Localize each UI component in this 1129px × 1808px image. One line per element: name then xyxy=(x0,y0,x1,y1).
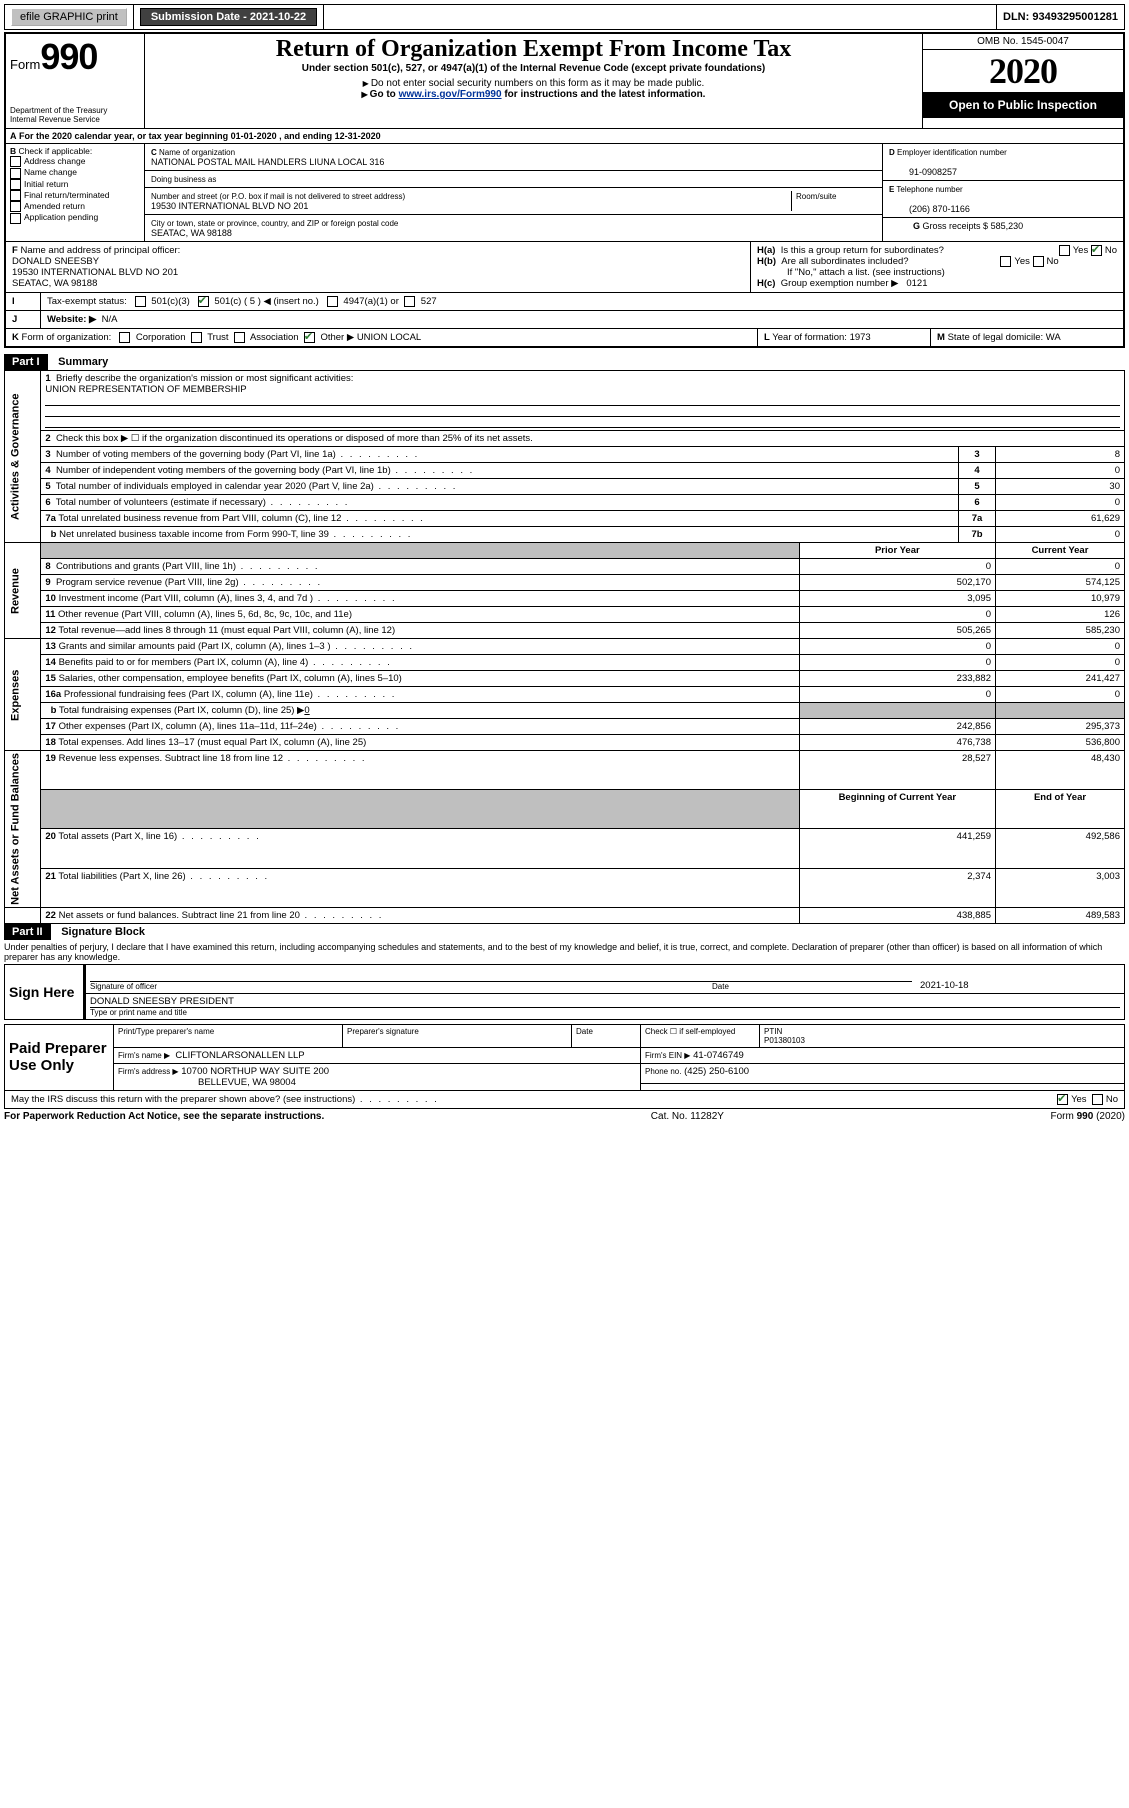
firm-addr2: BELLEVUE, WA 98004 xyxy=(118,1077,296,1088)
application-pending-checkbox[interactable] xyxy=(10,213,21,224)
org-name: NATIONAL POSTAL MAIL HANDLERS LIUNA LOCA… xyxy=(151,157,384,167)
part-ii-title: Signature Block xyxy=(53,926,145,938)
v6: 0 xyxy=(996,495,1125,511)
open-to-public: Open to Public Inspection xyxy=(923,92,1123,118)
instructions-note: Go to www.irs.gov/Form990 for instructio… xyxy=(151,89,916,100)
firm-addr1: 10700 NORTHUP WAY SUITE 200 xyxy=(181,1066,329,1077)
summary-table: Activities & Governance 1 Briefly descri… xyxy=(4,370,1125,924)
mission-text: UNION REPRESENTATION OF MEMBERSHIP xyxy=(45,384,246,395)
part-i-title: Summary xyxy=(50,356,108,368)
dept-treasury: Department of the Treasury xyxy=(10,106,140,115)
submission-date-button[interactable]: Submission Date - 2021-10-22 xyxy=(140,8,317,26)
side-netassets: Net Assets or Fund Balances xyxy=(5,751,41,908)
ha-yes-checkbox[interactable] xyxy=(1059,245,1070,256)
name-change-checkbox[interactable] xyxy=(10,168,21,179)
side-activities: Activities & Governance xyxy=(5,371,41,543)
corp-checkbox[interactable] xyxy=(119,332,130,343)
room-suite-label: Room/suite xyxy=(796,192,836,201)
dept-irs: Internal Revenue Service xyxy=(10,115,140,124)
501c3-checkbox[interactable] xyxy=(135,296,146,307)
pra-notice: For Paperwork Reduction Act Notice, see … xyxy=(4,1111,324,1122)
instructions-link[interactable]: www.irs.gov/Form990 xyxy=(399,89,502,100)
dba-label: Doing business as xyxy=(151,175,216,184)
4947-checkbox[interactable] xyxy=(327,296,338,307)
sig-date: 2021-10-18 xyxy=(916,964,1125,993)
discuss-question: May the IRS discuss this return with the… xyxy=(11,1094,1057,1105)
officer-typed: DONALD SNEESBY PRESIDENT xyxy=(90,996,1120,1007)
v3: 8 xyxy=(996,447,1125,463)
paid-preparer-label: Paid Preparer Use Only xyxy=(5,1024,114,1090)
signature-table: Sign Here Signature of officerDate 2021-… xyxy=(4,964,1125,1020)
form-title: Return of Organization Exempt From Incom… xyxy=(151,36,916,63)
discuss-yes-checkbox[interactable] xyxy=(1057,1094,1068,1105)
hb-note: If "No," attach a list. (see instruction… xyxy=(757,267,1117,278)
sign-here-label: Sign Here xyxy=(5,964,85,1019)
firm-name: CLIFTONLARSONALLEN LLP xyxy=(175,1050,304,1061)
ssn-note: Do not enter social security numbers on … xyxy=(151,78,916,89)
ein-value: 91-0908257 xyxy=(889,167,957,177)
form-footer: Form 990 (2020) xyxy=(1051,1111,1125,1122)
line-a-period: A For the 2020 calendar year, or tax yea… xyxy=(6,128,1123,143)
officer-addr1: 19530 INTERNATIONAL BLVD NO 201 xyxy=(12,267,178,278)
ptin-value: P01380103 xyxy=(764,1036,805,1045)
submission-date-label: Submission Date - xyxy=(151,11,250,23)
officer-name: DONALD SNEESBY xyxy=(12,256,99,267)
tax-year: 2020 xyxy=(923,50,1123,92)
side-revenue: Revenue xyxy=(5,543,41,639)
final-return-checkbox[interactable] xyxy=(10,190,21,201)
initial-return-checkbox[interactable] xyxy=(10,179,21,190)
side-expenses: Expenses xyxy=(5,639,41,751)
part-ii-header: Part II xyxy=(4,924,51,940)
part-i-header: Part I xyxy=(4,354,48,370)
form-number: Form990 xyxy=(10,36,140,78)
firm-ein: 41-0746749 xyxy=(693,1050,744,1061)
officer-addr2: SEATAC, WA 98188 xyxy=(12,278,97,289)
gross-receipts: 585,230 xyxy=(991,221,1024,231)
omb-number: OMB No. 1545-0047 xyxy=(923,34,1123,50)
hb-no-checkbox[interactable] xyxy=(1033,256,1044,267)
org-city: SEATAC, WA 98188 xyxy=(151,228,232,238)
year-formation: 1973 xyxy=(850,332,871,343)
org-street: 19530 INTERNATIONAL BLVD NO 201 xyxy=(151,201,308,211)
efile-print-button[interactable]: efile GRAPHIC print xyxy=(11,8,127,26)
submission-date-value: 2021-10-22 xyxy=(250,11,306,23)
trust-checkbox[interactable] xyxy=(191,332,202,343)
preparer-table: Paid Preparer Use Only Print/Type prepar… xyxy=(4,1024,1125,1091)
ha-no-checkbox[interactable] xyxy=(1091,245,1102,256)
form-header: Form990 Department of the Treasury Inter… xyxy=(4,32,1125,348)
assoc-checkbox[interactable] xyxy=(234,332,245,343)
527-checkbox[interactable] xyxy=(404,296,415,307)
website-value: N/A xyxy=(102,314,118,325)
cat-no: Cat. No. 11282Y xyxy=(651,1111,724,1122)
hb-yes-checkbox[interactable] xyxy=(1000,256,1011,267)
amended-return-checkbox[interactable] xyxy=(10,201,21,212)
v7a: 61,629 xyxy=(996,511,1125,527)
v5: 30 xyxy=(996,479,1125,495)
v7b: 0 xyxy=(996,527,1125,543)
form-subtitle: Under section 501(c), 527, or 4947(a)(1)… xyxy=(151,63,916,74)
v4: 0 xyxy=(996,463,1125,479)
other-org-value: UNION LOCAL xyxy=(357,332,421,343)
phone-value: (206) 870-1166 xyxy=(889,204,970,214)
state-domicile: WA xyxy=(1046,332,1061,343)
firm-phone: (425) 250-6100 xyxy=(684,1066,749,1077)
perjury-statement: Under penalties of perjury, I declare th… xyxy=(4,940,1125,964)
other-checkbox[interactable] xyxy=(304,332,315,343)
address-change-checkbox[interactable] xyxy=(10,156,21,167)
dln-label: DLN: 93493295001281 xyxy=(997,5,1124,29)
group-exemption: 0121 xyxy=(906,278,927,289)
501c-checkbox[interactable] xyxy=(198,296,209,307)
discuss-no-checkbox[interactable] xyxy=(1092,1094,1103,1105)
top-toolbar: efile GRAPHIC print Submission Date - 20… xyxy=(4,4,1125,30)
section-b-checkboxes: B Check if applicable: Address change Na… xyxy=(6,144,145,241)
